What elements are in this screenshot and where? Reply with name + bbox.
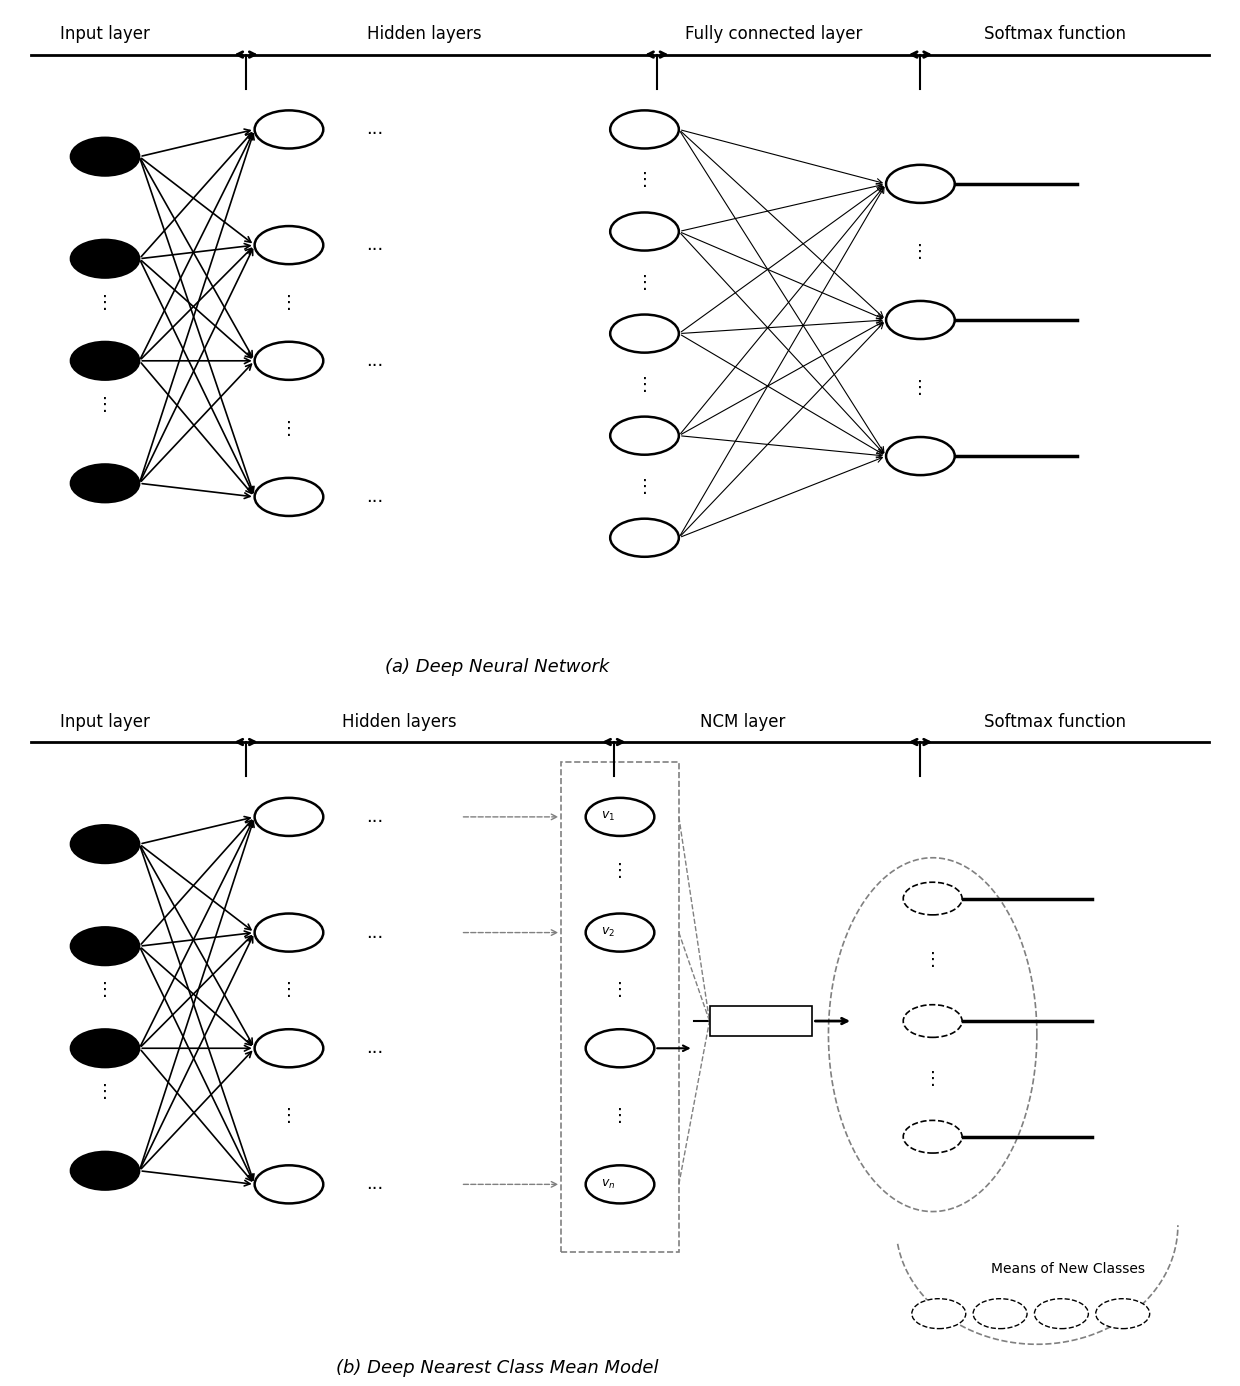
Text: ...: ... bbox=[366, 1175, 383, 1193]
Circle shape bbox=[254, 226, 324, 265]
Text: ⋮: ⋮ bbox=[924, 1070, 941, 1088]
Circle shape bbox=[254, 1030, 324, 1067]
Text: ⋮: ⋮ bbox=[95, 396, 114, 414]
Text: Means of New Classes: Means of New Classes bbox=[991, 1263, 1145, 1277]
Circle shape bbox=[585, 798, 655, 836]
Circle shape bbox=[71, 1030, 139, 1067]
Text: ⋮: ⋮ bbox=[636, 478, 653, 496]
Circle shape bbox=[254, 478, 324, 516]
Circle shape bbox=[887, 437, 955, 475]
Circle shape bbox=[1034, 1299, 1089, 1329]
Circle shape bbox=[903, 1120, 962, 1153]
Circle shape bbox=[71, 342, 139, 380]
Text: (a) Deep Neural Network: (a) Deep Neural Network bbox=[386, 658, 610, 676]
Text: ...: ... bbox=[366, 121, 383, 139]
Text: ⋮: ⋮ bbox=[95, 981, 114, 999]
Circle shape bbox=[610, 111, 678, 148]
Text: ⋮: ⋮ bbox=[280, 420, 298, 438]
Text: Softmax function: Softmax function bbox=[985, 25, 1126, 43]
Text: ⋮: ⋮ bbox=[611, 981, 629, 999]
Text: ...: ... bbox=[366, 923, 383, 941]
Text: $v_2$: $v_2$ bbox=[600, 926, 615, 940]
Circle shape bbox=[887, 165, 955, 202]
Text: ⋮: ⋮ bbox=[95, 1084, 114, 1102]
Circle shape bbox=[887, 301, 955, 340]
Bar bbox=[562, 762, 678, 1253]
Text: Hidden layers: Hidden layers bbox=[342, 712, 456, 730]
Circle shape bbox=[71, 1152, 139, 1189]
Circle shape bbox=[610, 212, 678, 251]
Text: ⋮: ⋮ bbox=[611, 862, 629, 880]
Text: ⋮: ⋮ bbox=[95, 294, 114, 312]
Text: Input layer: Input layer bbox=[60, 25, 150, 43]
Text: ...: ... bbox=[366, 236, 383, 254]
Circle shape bbox=[585, 1030, 655, 1067]
Circle shape bbox=[903, 883, 962, 915]
Text: ⋮: ⋮ bbox=[280, 294, 298, 312]
Text: Input layer: Input layer bbox=[60, 712, 150, 730]
Text: ⋮: ⋮ bbox=[636, 273, 653, 291]
Text: ⋮: ⋮ bbox=[636, 376, 653, 394]
Text: ⋮: ⋮ bbox=[611, 1107, 629, 1125]
Circle shape bbox=[254, 342, 324, 380]
Bar bbox=[709, 1006, 812, 1035]
Text: ...: ... bbox=[366, 808, 383, 826]
Text: $v_1$: $v_1$ bbox=[600, 811, 615, 823]
Circle shape bbox=[71, 825, 139, 863]
Circle shape bbox=[585, 913, 655, 952]
Text: NCM layer: NCM layer bbox=[699, 712, 785, 730]
Circle shape bbox=[903, 1005, 962, 1037]
Text: ⋮: ⋮ bbox=[636, 172, 653, 190]
Circle shape bbox=[973, 1299, 1027, 1329]
Text: ...: ... bbox=[366, 488, 383, 506]
Circle shape bbox=[71, 137, 139, 176]
Text: ⋮: ⋮ bbox=[911, 378, 930, 396]
Circle shape bbox=[610, 315, 678, 352]
Text: ...: ... bbox=[366, 352, 383, 370]
Circle shape bbox=[254, 1166, 324, 1203]
Circle shape bbox=[254, 111, 324, 148]
Text: ⋮: ⋮ bbox=[911, 243, 930, 261]
Text: $v_n$: $v_n$ bbox=[600, 1178, 615, 1191]
Circle shape bbox=[254, 913, 324, 952]
Circle shape bbox=[610, 417, 678, 455]
Text: ⋮: ⋮ bbox=[924, 951, 941, 969]
Circle shape bbox=[254, 798, 324, 836]
Text: ⋮: ⋮ bbox=[280, 981, 298, 999]
Text: ⋮: ⋮ bbox=[280, 1107, 298, 1125]
Circle shape bbox=[610, 518, 678, 557]
Text: Softmax function: Softmax function bbox=[985, 712, 1126, 730]
Circle shape bbox=[585, 1166, 655, 1203]
Text: ...: ... bbox=[366, 1040, 383, 1058]
Circle shape bbox=[71, 464, 139, 502]
Circle shape bbox=[71, 927, 139, 965]
Text: Hidden layers: Hidden layers bbox=[367, 25, 481, 43]
Circle shape bbox=[1096, 1299, 1149, 1329]
Circle shape bbox=[911, 1299, 966, 1329]
Text: Fully connected layer: Fully connected layer bbox=[684, 25, 862, 43]
Text: (b) Deep Nearest Class Mean Model: (b) Deep Nearest Class Mean Model bbox=[336, 1360, 658, 1378]
Circle shape bbox=[71, 240, 139, 277]
